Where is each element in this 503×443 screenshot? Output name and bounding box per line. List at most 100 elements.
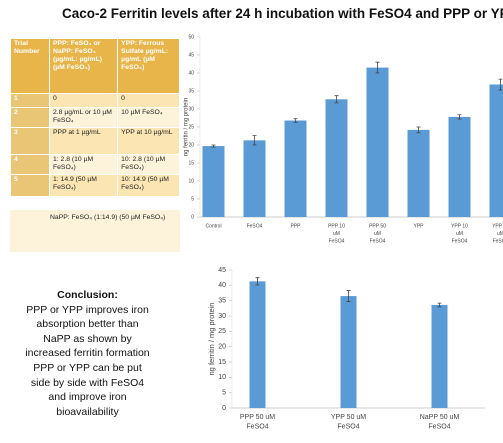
y-tick-label: 0 — [222, 405, 226, 412]
y-tick-label: 40 — [218, 282, 226, 289]
y-axis-label: ng ferritin / mg protein — [207, 303, 216, 376]
error-bar — [437, 302, 442, 308]
x-tick-label: YPP 50 — [492, 223, 503, 229]
conclusion-line: side by side with FeSO4 — [30, 376, 145, 389]
x-tick-label: YPP 50 uM — [331, 414, 366, 421]
y-axis-label: ng ferritin / mg protein — [184, 98, 190, 156]
bar — [325, 99, 348, 217]
cell: 2 — [10, 107, 50, 128]
trial-table: Trial Number PPP: FeSO₄ or NaPP: FeSO₄ (… — [10, 38, 180, 197]
cell: PPP at 1 µg/mL — [48, 127, 119, 155]
bar — [249, 281, 266, 408]
row: 4 1: 2.8 (10 µM FeSO₄) 10: 2.8 (10 µM Fe… — [10, 154, 180, 175]
x-tick-label: FeSO4 — [246, 423, 268, 430]
error-bar — [334, 95, 339, 104]
header-cell: YPP: Ferrous Sulfate µg/mL: µg/mL (µM Fe… — [117, 38, 180, 94]
x-tick-label: FeSO4 — [370, 238, 386, 244]
cell: 4 — [10, 154, 50, 175]
cell: 10: 2.8 (10 µM FeSO₄) — [117, 154, 180, 175]
row: 3 PPP at 1 µg/mL YPP at 10 µg/mL — [10, 127, 180, 155]
y-tick-label: 0 — [191, 214, 194, 220]
cell: 0 — [48, 93, 119, 108]
cell: YPP at 10 µg/mL — [117, 127, 180, 155]
bar — [202, 146, 225, 217]
bar — [489, 84, 503, 218]
x-tick-label: YPP — [413, 223, 424, 229]
conclusion-line: increased ferritin formation — [25, 347, 150, 360]
row: 2 2.8 µg/mL or 10 µM FeSO₄ 10 µM FeSO₄ — [10, 107, 180, 128]
x-tick-label: uM — [374, 231, 381, 237]
y-tick-label: 30 — [188, 106, 194, 112]
x-tick-label: FeSO4 — [493, 238, 503, 244]
y-tick-label: 35 — [188, 88, 194, 94]
error-bar — [346, 290, 351, 302]
y-tick-label: 20 — [188, 142, 194, 148]
conclusion-line: absorption better than — [36, 318, 139, 331]
cell: 10: 14.9 (50 µM FeSO₄) — [117, 174, 180, 197]
error-bar — [255, 277, 260, 286]
bar — [366, 67, 389, 217]
y-tick-label: 35 — [218, 298, 226, 305]
y-tick-label: 40 — [188, 70, 194, 76]
conclusion-heading: Conclusion: — [57, 289, 118, 301]
x-tick-label: FeSO4 — [428, 423, 450, 430]
x-tick-label: YPP 10 — [451, 223, 468, 229]
error-bar — [375, 61, 380, 74]
bar — [284, 120, 307, 217]
x-tick-label: PPP — [290, 223, 301, 229]
error-bar — [211, 144, 216, 148]
x-tick-label: FeSO4 — [247, 223, 263, 229]
cell: 3 — [10, 127, 50, 155]
cell: 10 µM FeSO₄ — [117, 107, 180, 128]
y-tick-label: 15 — [188, 160, 194, 166]
y-tick-label: 45 — [218, 267, 226, 274]
error-bar — [416, 126, 421, 134]
bar — [448, 116, 471, 217]
error-bar — [498, 78, 503, 91]
y-tick-label: 10 — [188, 178, 194, 184]
x-tick-label: PPP 10 — [328, 223, 345, 229]
x-tick-label: Control — [205, 223, 221, 229]
page-title: Caco-2 Ferritin levels after 24 h incuba… — [62, 6, 503, 21]
y-tick-label: 50 — [188, 34, 194, 40]
error-bar — [457, 114, 462, 120]
x-tick-label: FeSO4 — [452, 238, 468, 244]
cell: 0 — [117, 93, 180, 108]
cell: 1: 14.9 (50 µM FeSO₄) — [48, 174, 119, 197]
y-tick-label: 25 — [188, 124, 194, 130]
cell: 1: 2.8 (10 µM FeSO₄) — [48, 154, 119, 175]
y-tick-label: 10 — [218, 374, 226, 381]
y-tick-label: 5 — [222, 390, 226, 397]
bar — [340, 296, 357, 408]
x-tick-label: PPP 50 — [369, 223, 386, 229]
row: 5 1: 14.9 (50 µM FeSO₄) 10: 14.9 (50 µM … — [10, 174, 180, 197]
header-row: Trial Number PPP: FeSO₄ or NaPP: FeSO₄ (… — [10, 38, 180, 94]
x-tick-label: FeSO4 — [337, 423, 359, 430]
conclusion-line: NaPP as shown by — [43, 332, 132, 345]
conclusion-line: bioavailability — [56, 405, 119, 418]
x-tick-label: PPP 50 uM — [240, 414, 275, 421]
conclusion-line: and improve iron — [48, 391, 127, 404]
table-note: NaPP: FeSO₄ (1:14.9) (50 µM FeSO₄) — [10, 210, 180, 252]
bar — [407, 129, 430, 217]
conclusion: Conclusion: PPP or YPP improves iron abso… — [0, 288, 175, 419]
row: 1 0 0 — [10, 93, 180, 108]
x-tick-label: uM — [497, 231, 503, 237]
x-tick-label: NaPP 50 uM — [420, 414, 460, 421]
x-tick-label: uM — [456, 231, 463, 237]
bar — [243, 140, 266, 217]
conclusion-line: PPP or YPP improves iron — [26, 303, 149, 316]
y-tick-label: 25 — [218, 328, 226, 335]
y-tick-label: 15 — [218, 359, 226, 366]
y-tick-label: 30 — [218, 313, 226, 320]
error-bar — [252, 135, 257, 146]
y-tick-label: 45 — [188, 52, 194, 58]
y-tick-label: 20 — [218, 344, 226, 351]
error-bar — [293, 118, 298, 123]
x-tick-label: FeSO4 — [329, 238, 345, 244]
bar — [431, 304, 448, 408]
conclusion-line: PPP or YPP can be put — [33, 361, 142, 374]
x-tick-label: uM — [333, 231, 340, 237]
